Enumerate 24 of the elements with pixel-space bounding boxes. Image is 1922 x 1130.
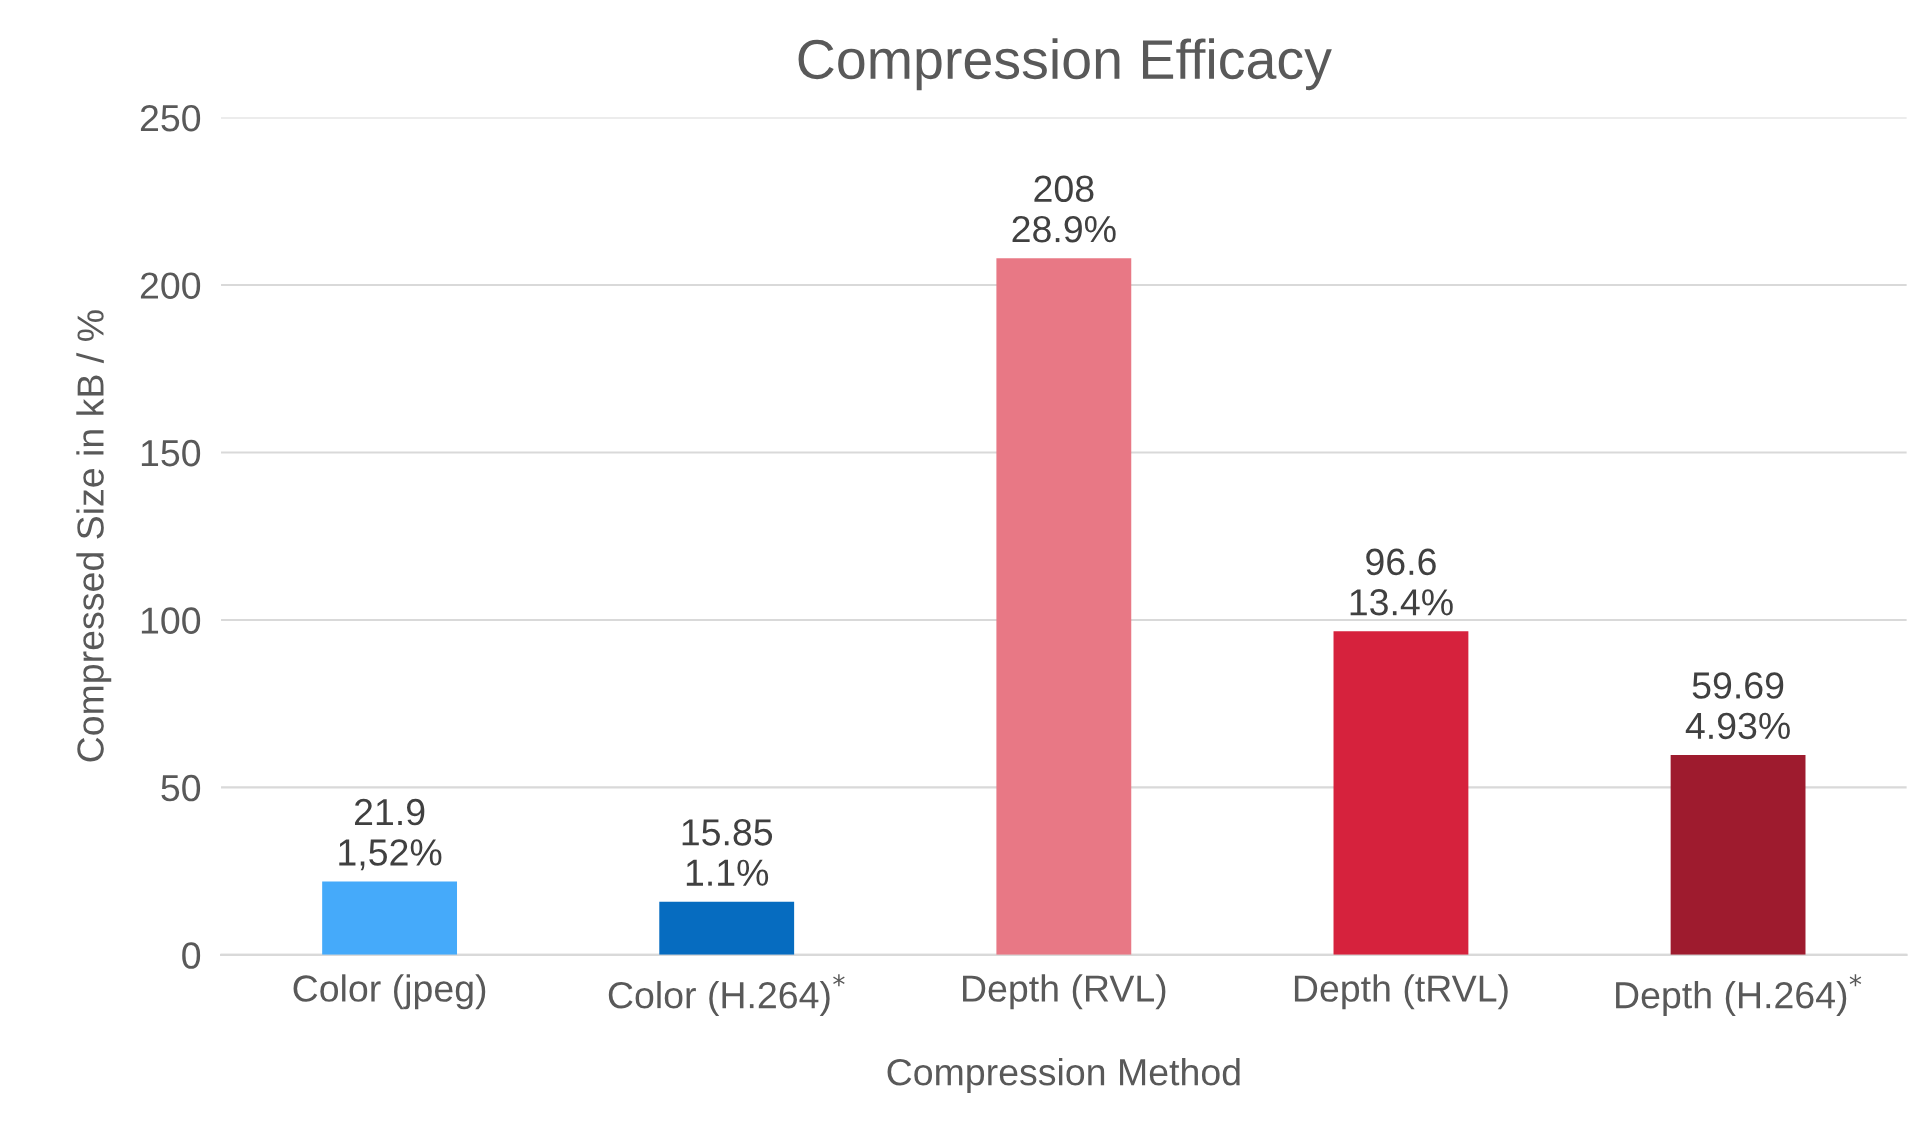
bar (322, 881, 458, 955)
x-tick-label: Color (H.264)$^{*}$ (608, 974, 845, 1016)
y-tick-label: 150 (141, 439, 201, 467)
x-tick-label: Depth (H.264)$^{*}$ (1616, 974, 1862, 1016)
bar (1670, 754, 1806, 955)
y-tick-label: 250 (140, 104, 201, 132)
x-tick-label: Depth (tRVL) (1294, 974, 1508, 1010)
data-label: 96.6 13.4% (1350, 548, 1453, 616)
bar (659, 901, 795, 955)
y-axis-title: Compressed Size in kB / % (76, 310, 112, 762)
y-tick-label: 0 (182, 942, 201, 969)
bar (996, 258, 1132, 955)
data-label: 59.69 4.93% (1685, 672, 1790, 740)
chart-title: Compression Efficacy (798, 38, 1332, 91)
y-tick-label: 50 (161, 774, 201, 802)
x-tick-label: Depth (RVL) (963, 974, 1166, 1010)
data-label: 21.9 1,52% (339, 798, 442, 871)
data-label: 15.85 1.1% (682, 819, 773, 886)
x-tick-label: Color (jpeg) (293, 974, 486, 1010)
x-axis-title: Compression Method (887, 1057, 1240, 1093)
data-label: 208 28.9% (1012, 175, 1116, 243)
y-tick-label: 100 (141, 607, 201, 634)
y-tick-label: 200 (140, 272, 201, 299)
bar (1333, 631, 1469, 955)
